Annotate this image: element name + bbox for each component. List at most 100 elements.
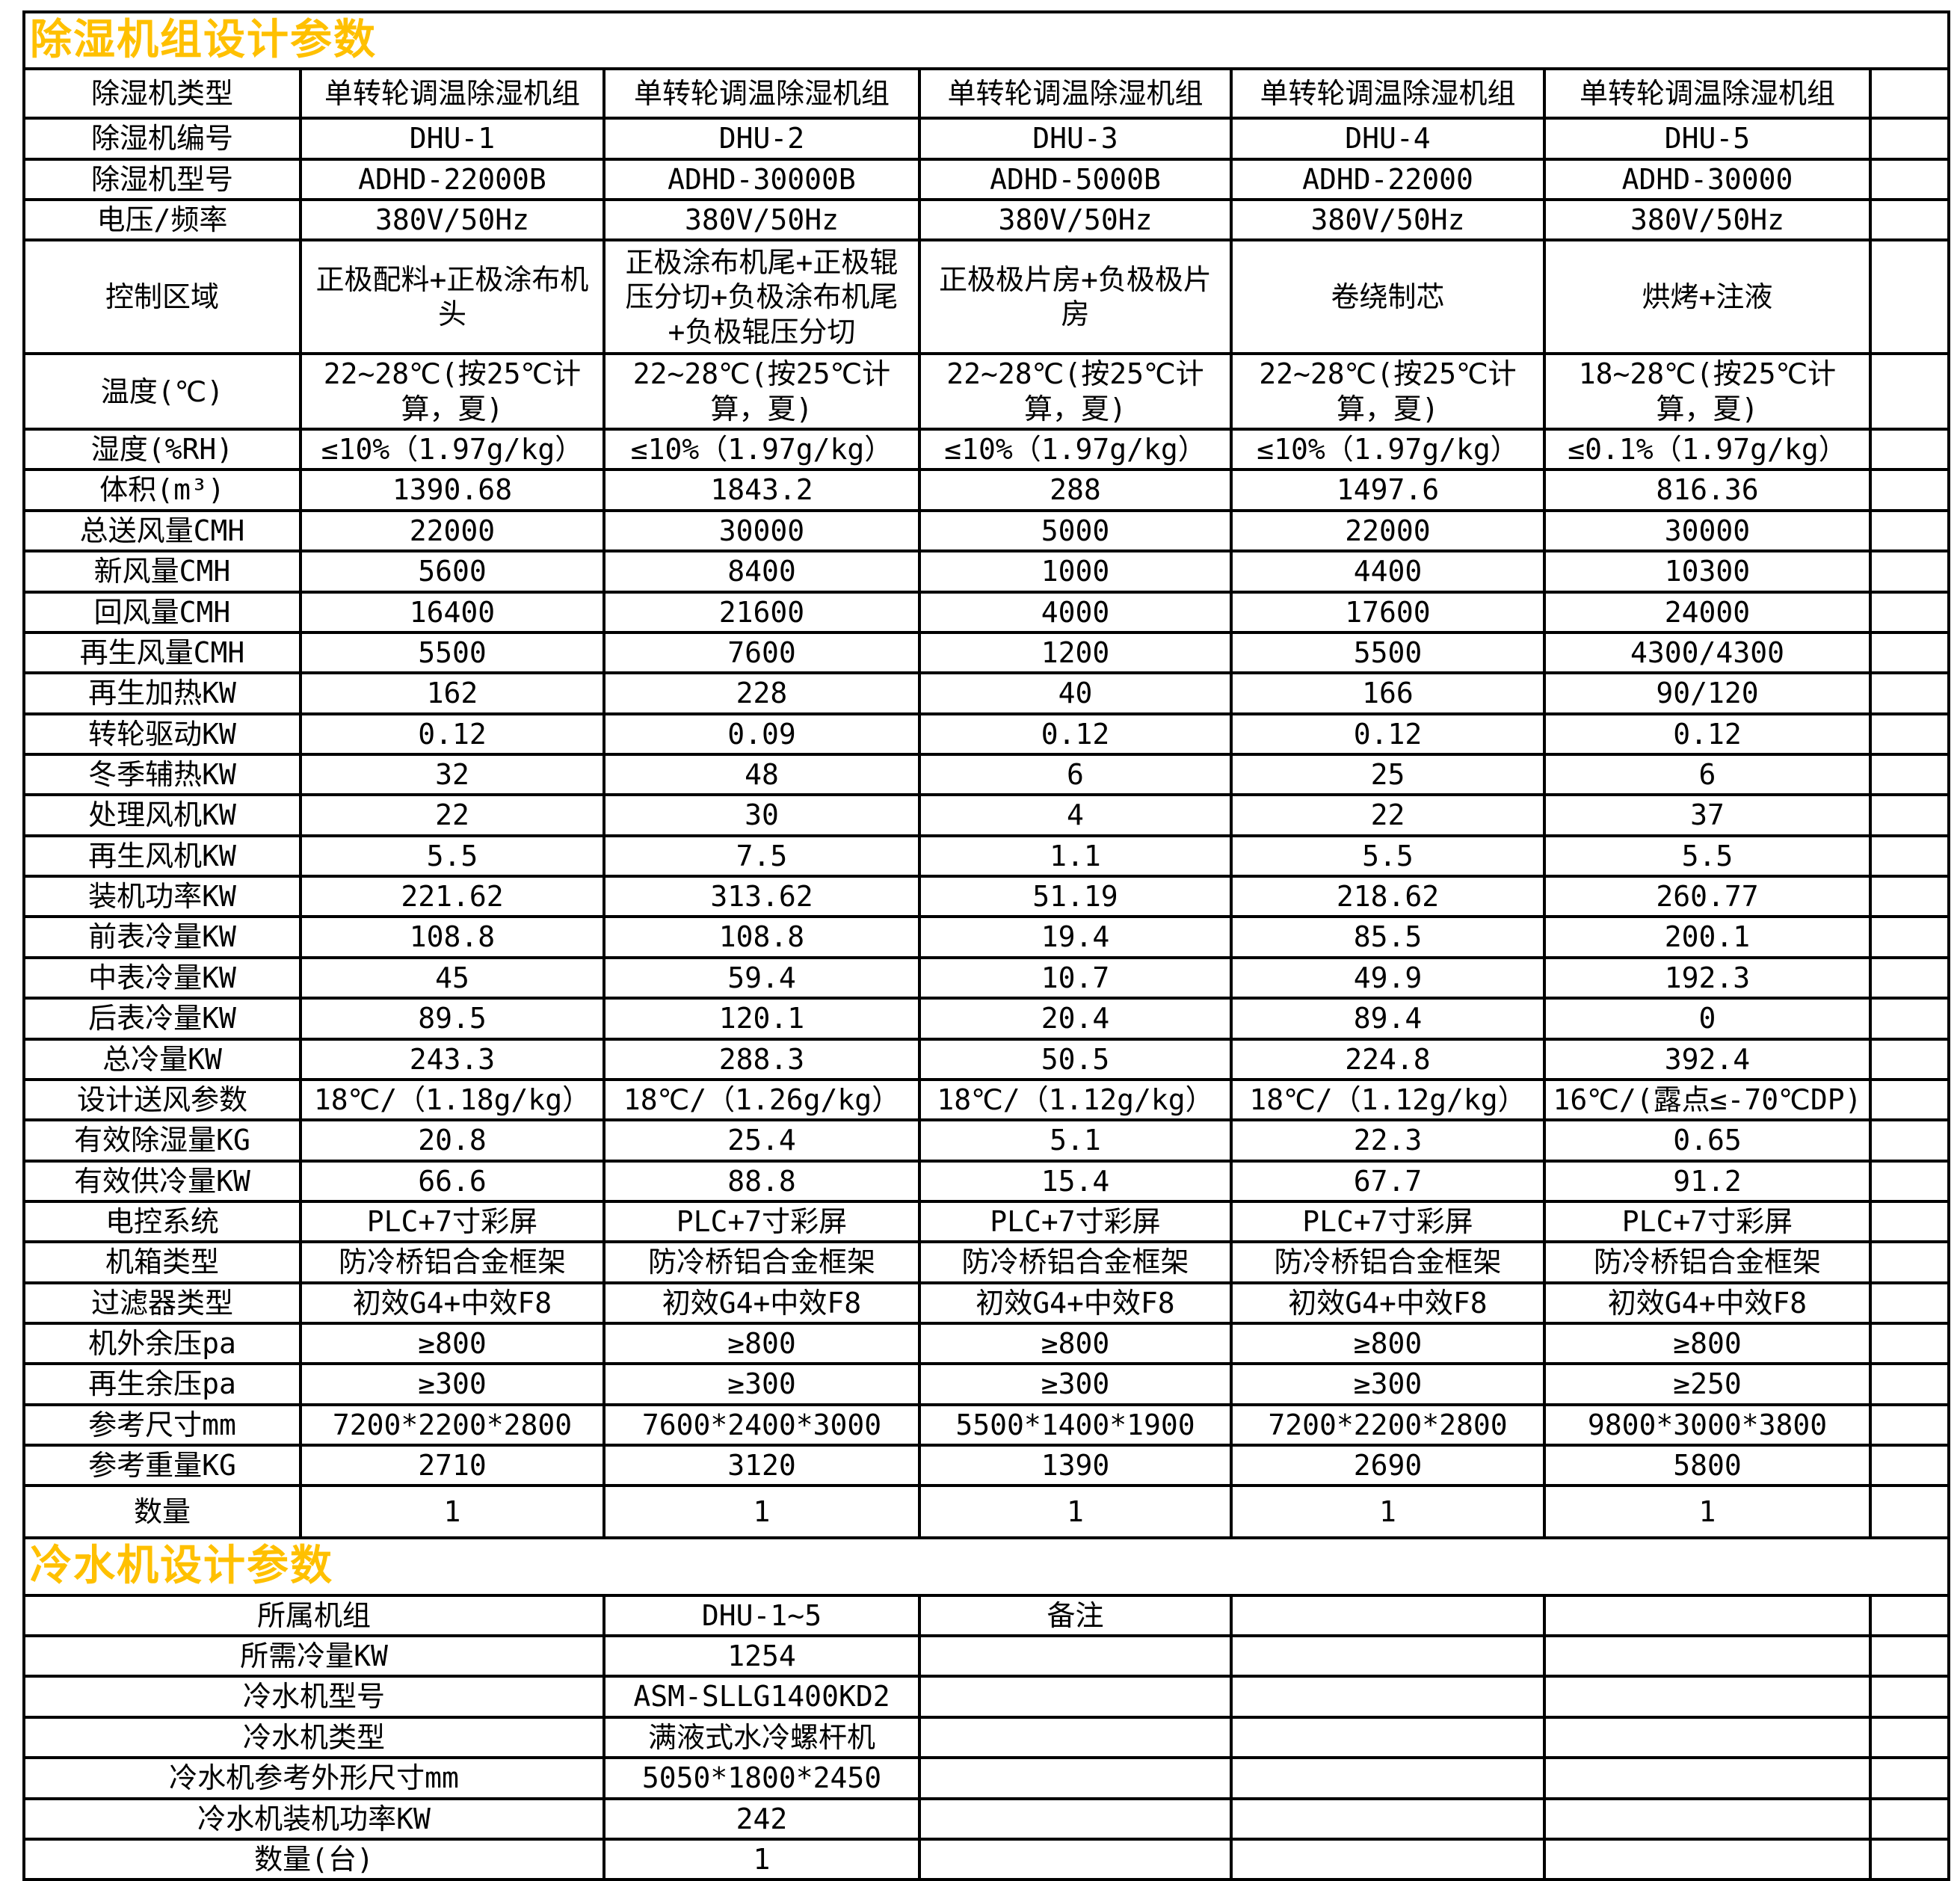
cell-value: 0.12 (299, 712, 605, 756)
cell-value: 89.5 (299, 997, 605, 1041)
cell-value: ≤10%（1.97g/kg） (299, 428, 605, 472)
table-row: 湿度(%RH) ≤10%（1.97g/kg） ≤10%（1.97g/kg） ≤10%（… (22, 428, 1951, 472)
cell-value: 392.4 (1543, 1037, 1872, 1081)
row-label: 转轮驱动KW (22, 712, 302, 756)
row-label: 总冷量KW (22, 1037, 302, 1081)
cell-value: 0.12 (1543, 712, 1872, 756)
table-row: 冷水机装机功率KW 242 (22, 1797, 1951, 1841)
table-row: 机箱类型 防冷桥铝合金框架 防冷桥铝合金框架 防冷桥铝合金框架 防冷桥铝合金框架 防冷桥铝… (22, 1240, 1951, 1284)
cell-value: 32 (299, 752, 605, 797)
cell-value: 30000 (1543, 508, 1872, 553)
cell-value: ≤10%（1.97g/kg） (603, 428, 921, 472)
cell-value: ≤10%（1.97g/kg） (918, 428, 1233, 472)
cell-value: 4300/4300 (1543, 630, 1872, 675)
empty-cell (1868, 1444, 1951, 1488)
spec-table: 除湿机组设计参数 除湿机类型 单转轮调温除湿机组 单转轮调温除湿机组 单转轮调温除湿机组… (22, 10, 1951, 1881)
table-row: 除湿机型号 ADHD-22000B ADHD-30000B ADHD-5000B ADH… (22, 157, 1951, 202)
cell-value: 30 (603, 793, 921, 837)
row-label: 所属机组 (22, 1593, 605, 1638)
cell-value: 313.62 (603, 875, 921, 919)
empty-cell (1868, 915, 1951, 959)
cell-value: DHU-3 (918, 117, 1233, 161)
empty-cell (1868, 1159, 1951, 1203)
cell-value: 380V/50Hz (918, 198, 1233, 242)
table-row: 冷水机设计参数 (22, 1536, 1951, 1597)
cell-value: PLC+7寸彩屏 (1230, 1199, 1546, 1244)
cell-value: 防冷桥铝合金框架 (1230, 1240, 1546, 1284)
cell-value: 16℃/(露点≤-70℃DP) (1543, 1077, 1872, 1122)
cell-value: 1390.68 (299, 468, 605, 512)
cell-value: 816.36 (1543, 468, 1872, 512)
row-label: 电控系统 (22, 1199, 302, 1244)
cell-value: 7.5 (603, 834, 921, 878)
cell-value: 0.65 (1543, 1118, 1872, 1163)
empty-cell (1543, 1715, 1872, 1760)
cell-value: 防冷桥铝合金框架 (1543, 1240, 1872, 1284)
cell-value: 242 (603, 1797, 921, 1841)
cell-value: DHU-2 (603, 117, 921, 161)
cell-value: ≥800 (603, 1322, 921, 1366)
cell-value: 初效G4+中效F8 (1543, 1281, 1872, 1326)
cell-value: 5500*1400*1900 (918, 1403, 1233, 1447)
table-row: 冷水机类型 满液式水冷螺杆机 (22, 1715, 1951, 1760)
cell-value: 22~28℃(按25℃计算，夏) (299, 352, 605, 431)
cell-value: 228 (603, 671, 921, 715)
table-row: 数量 1 1 1 1 1 (22, 1484, 1951, 1540)
section1-title: 除湿机组设计参数 (22, 10, 1951, 71)
cell-value: 防冷桥铝合金框架 (299, 1240, 605, 1284)
row-label: 前表冷量KW (22, 915, 302, 959)
cell-value: 1 (603, 1837, 921, 1881)
empty-cell (1543, 1756, 1872, 1800)
row-label: 后表冷量KW (22, 997, 302, 1041)
cell-value: 380V/50Hz (1230, 198, 1546, 242)
remark-cell (918, 1797, 1233, 1841)
cell-value: 260.77 (1543, 875, 1872, 919)
cell-value: ADHD-30000 (1543, 157, 1872, 202)
row-label: 冷水机类型 (22, 1715, 605, 1760)
cell-value: 16400 (299, 590, 605, 634)
row-label: 参考尺寸mm (22, 1403, 302, 1447)
cell-value: 1.1 (918, 834, 1233, 878)
table-row: 参考重量KG 2710 3120 1390 2690 5800 (22, 1444, 1951, 1488)
cell-value: 67.7 (1230, 1159, 1546, 1203)
cell-value: 4 (918, 793, 1233, 837)
row-label: 所需冷量KW (22, 1634, 605, 1678)
table-row: 总冷量KW 243.3 288.3 50.5 224.8 392.4 (22, 1037, 1951, 1081)
empty-cell (1868, 1037, 1951, 1081)
cell-value: 9800*3000*3800 (1543, 1403, 1872, 1447)
empty-cell (1868, 198, 1951, 242)
row-label: 电压/频率 (22, 198, 302, 242)
row-label: 再生余压pa (22, 1362, 302, 1406)
empty-cell (1868, 1362, 1951, 1406)
cell-value: ≥300 (918, 1362, 1233, 1406)
empty-cell (1868, 1240, 1951, 1284)
table-row: 转轮驱动KW 0.12 0.09 0.12 0.12 0.12 (22, 712, 1951, 756)
table-row: 再生风量CMH 5500 7600 1200 5500 4300/4300 (22, 630, 1951, 675)
cell-value: 22000 (299, 508, 605, 553)
row-label: 过滤器类型 (22, 1281, 302, 1326)
cell-value: 166 (1230, 671, 1546, 715)
cell-value: 192.3 (1543, 955, 1872, 1000)
cell-value: ASM-SLLG1400KD2 (603, 1675, 921, 1719)
cell-value: 5.5 (299, 834, 605, 878)
empty-cell (1868, 157, 1951, 202)
empty-cell (1868, 352, 1951, 431)
empty-cell (1868, 508, 1951, 553)
table-row: 装机功率KW 221.62 313.62 51.19 218.62 260.77 (22, 875, 1951, 919)
cell-value: 5500 (299, 630, 605, 675)
empty-cell (1868, 67, 1951, 120)
cell-value: 正极涂布机尾+正极辊压分切+负极涂布机尾+负极辊压分切 (603, 238, 921, 356)
empty-cell (1868, 549, 1951, 594)
table-row: 控制区域 正极配料+正极涂布机头 正极涂布机尾+正极辊压分切+负极涂布机尾+负极辊压… (22, 238, 1951, 356)
cell-value: 30000 (603, 508, 921, 553)
table-row: 除湿机编号 DHU-1 DHU-2 DHU-3 DHU-4 DHU-5 (22, 117, 1951, 161)
cell-value: 5050*1800*2450 (603, 1756, 921, 1800)
cell-value: 59.4 (603, 955, 921, 1000)
table-row: 设计送风参数 18℃/（1.18g/kg） 18℃/（1.26g/kg） 18℃/（1… (22, 1077, 1951, 1122)
cell-value: 防冷桥铝合金框架 (603, 1240, 921, 1284)
cell-value: 380V/50Hz (603, 198, 921, 242)
cell-value: 85.5 (1230, 915, 1546, 959)
cell-value: 66.6 (299, 1159, 605, 1203)
cell-value: 满液式水冷螺杆机 (603, 1715, 921, 1760)
cell-value: 5800 (1543, 1444, 1872, 1488)
